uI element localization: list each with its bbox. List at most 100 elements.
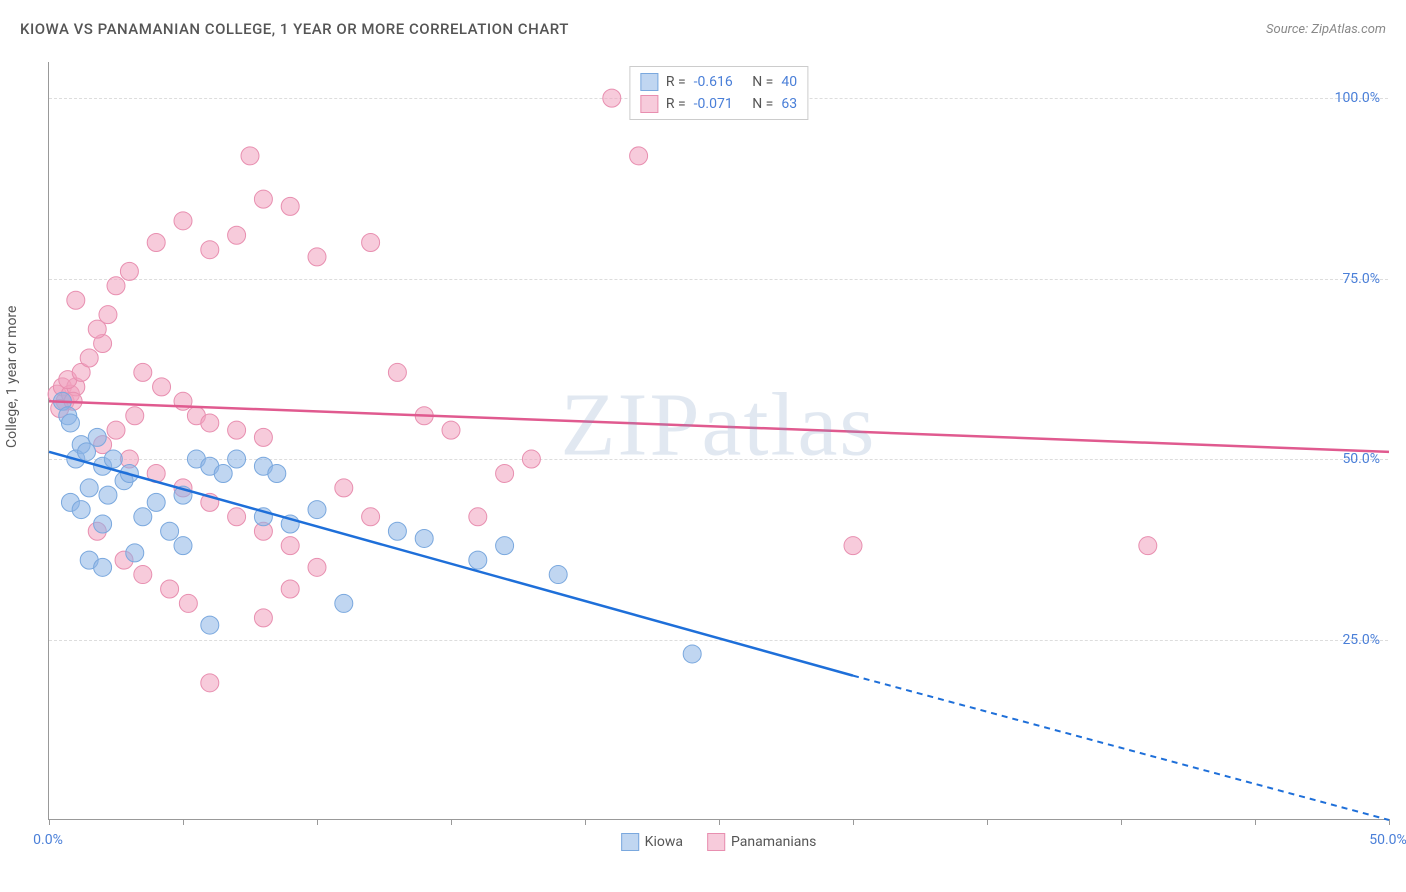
x-tick (1121, 819, 1122, 825)
x-tick-label: 50.0% (1369, 832, 1406, 848)
n-value: 40 (781, 74, 797, 90)
x-tick (1255, 819, 1256, 825)
x-axis-labels: 0.0% 50.0% (48, 832, 1388, 862)
data-point (99, 486, 117, 504)
correlation-legend-row: R = -0.616 N = 40 (640, 71, 797, 93)
data-point (630, 147, 648, 165)
data-point (88, 428, 106, 446)
data-point (362, 508, 380, 526)
data-point (61, 414, 79, 432)
x-tick (317, 819, 318, 825)
x-tick-label: 0.0% (33, 832, 63, 848)
data-point (72, 501, 90, 519)
data-point (388, 363, 406, 381)
data-point (496, 464, 514, 482)
data-point (281, 580, 299, 598)
data-point (254, 428, 272, 446)
data-point (201, 414, 219, 432)
data-point (134, 363, 152, 381)
r-label: R = (666, 96, 686, 112)
x-tick (49, 819, 50, 825)
data-point (201, 674, 219, 692)
data-point (362, 233, 380, 251)
source-attribution: Source: ZipAtlas.com (1266, 22, 1386, 37)
data-point (174, 212, 192, 230)
data-point (496, 537, 514, 555)
data-point (603, 89, 621, 107)
data-point (335, 479, 353, 497)
data-point (1139, 537, 1157, 555)
data-point (94, 558, 112, 576)
r-value: -0.071 (694, 96, 733, 112)
x-tick (451, 819, 452, 825)
n-value: 63 (781, 96, 797, 112)
data-point (126, 544, 144, 562)
data-point (107, 277, 125, 295)
r-label: R = (666, 74, 686, 90)
data-point (281, 537, 299, 555)
data-point (228, 450, 246, 468)
swatch-icon (640, 73, 658, 91)
data-point (134, 508, 152, 526)
x-tick (1389, 819, 1390, 825)
data-point (214, 464, 232, 482)
data-point (469, 551, 487, 569)
data-point (335, 594, 353, 612)
data-point (228, 226, 246, 244)
data-point (161, 580, 179, 598)
data-point (308, 501, 326, 519)
n-label: N = (752, 74, 773, 90)
plot-area: ZIPatlas 25.0%50.0%75.0%100.0% R = -0.61… (48, 62, 1388, 820)
correlation-legend-row: R = -0.071 N = 63 (640, 93, 797, 115)
regression-line (49, 452, 853, 676)
data-point (99, 306, 117, 324)
x-tick (853, 819, 854, 825)
x-tick (183, 819, 184, 825)
x-tick (987, 819, 988, 825)
data-point (254, 609, 272, 627)
swatch-icon (640, 95, 658, 113)
data-point (179, 594, 197, 612)
data-point (522, 450, 540, 468)
data-point (161, 522, 179, 540)
title-bar: KIOWA VS PANAMANIAN COLLEGE, 1 YEAR OR M… (20, 20, 1386, 38)
data-point (844, 537, 862, 555)
data-point (201, 616, 219, 634)
chart-title: KIOWA VS PANAMANIAN COLLEGE, 1 YEAR OR M… (20, 20, 569, 38)
x-tick (719, 819, 720, 825)
n-label: N = (752, 96, 773, 112)
data-point (201, 241, 219, 259)
data-point (134, 566, 152, 584)
data-point (549, 566, 567, 584)
data-point (469, 508, 487, 526)
data-point (147, 493, 165, 511)
regression-line-extrapolated (853, 676, 1389, 820)
correlation-legend: R = -0.616 N = 40 R = -0.071 N = 63 (629, 66, 808, 120)
data-point (415, 529, 433, 547)
data-point (80, 479, 98, 497)
data-point (228, 508, 246, 526)
data-point (126, 407, 144, 425)
data-point (268, 464, 286, 482)
data-point (153, 378, 171, 396)
data-point (120, 262, 138, 280)
data-point (80, 349, 98, 367)
data-point (147, 233, 165, 251)
data-point (388, 522, 406, 540)
data-point (442, 421, 460, 439)
data-point (308, 558, 326, 576)
data-point (281, 197, 299, 215)
data-point (94, 515, 112, 533)
data-point (107, 421, 125, 439)
regression-line (49, 401, 1389, 452)
scatter-svg (49, 62, 1388, 819)
data-point (308, 248, 326, 266)
data-point (683, 645, 701, 663)
x-tick (585, 819, 586, 825)
data-point (67, 291, 85, 309)
data-point (228, 421, 246, 439)
data-point (241, 147, 259, 165)
r-value: -0.616 (694, 74, 733, 90)
y-axis-title: College, 1 year or more (4, 306, 20, 448)
data-point (174, 537, 192, 555)
